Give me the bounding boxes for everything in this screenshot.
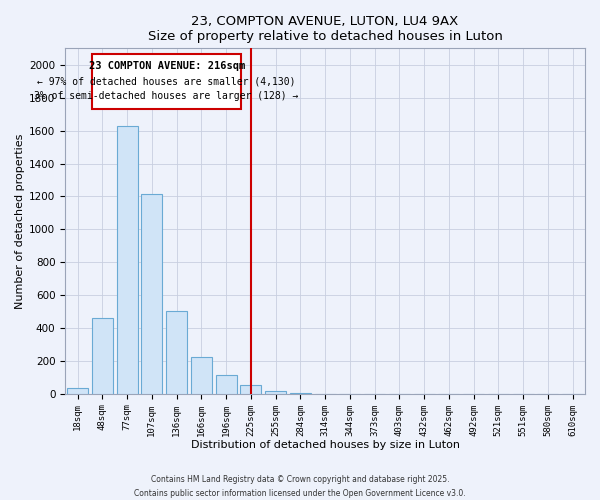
FancyBboxPatch shape [92,54,241,109]
Title: 23, COMPTON AVENUE, LUTON, LU4 9AX
Size of property relative to detached houses : 23, COMPTON AVENUE, LUTON, LU4 9AX Size … [148,15,503,43]
Bar [67,388,88,394]
Text: 23 COMPTON AVENUE: 216sqm: 23 COMPTON AVENUE: 216sqm [89,62,245,72]
X-axis label: Distribution of detached houses by size in Luton: Distribution of detached houses by size … [191,440,460,450]
Text: ← 97% of detached houses are smaller (4,130): ← 97% of detached houses are smaller (4,… [37,76,296,86]
Bar [240,385,262,394]
Text: Contains HM Land Registry data © Crown copyright and database right 2025.
Contai: Contains HM Land Registry data © Crown c… [134,476,466,498]
Bar [166,311,187,394]
Y-axis label: Number of detached properties: Number of detached properties [15,134,25,309]
Text: 3% of semi-detached houses are larger (128) →: 3% of semi-detached houses are larger (1… [34,91,299,101]
Bar [215,375,236,394]
Bar [92,318,113,394]
Bar [141,194,163,394]
Bar [265,390,286,394]
Bar [191,357,212,394]
Bar [290,393,311,394]
Bar [116,126,137,394]
